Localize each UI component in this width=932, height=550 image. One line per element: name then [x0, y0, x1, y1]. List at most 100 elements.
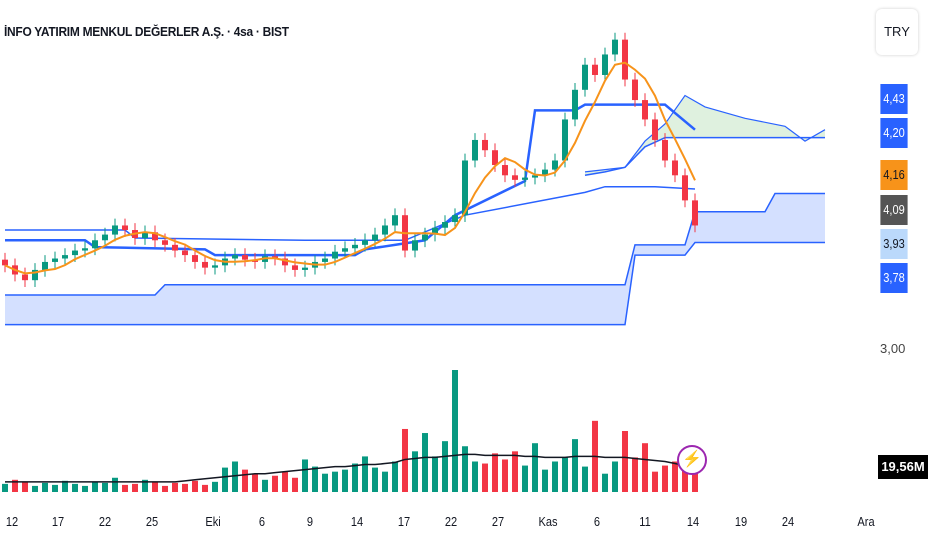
volume-bar: [122, 484, 128, 492]
candle-body: [282, 258, 288, 266]
volume-bar: [132, 483, 138, 492]
candle-body: [552, 160, 558, 170]
kijun-line: [5, 103, 696, 257]
candle-body: [692, 200, 698, 226]
volume-bar: [362, 456, 368, 492]
volume-bar: [472, 461, 478, 492]
x-tick-label: 25: [145, 514, 159, 529]
candle-body: [2, 259, 8, 266]
candle-body: [412, 240, 418, 251]
candle-body: [122, 225, 128, 231]
volume-bar: [332, 471, 338, 492]
candle-body: [352, 244, 358, 249]
candle-body: [442, 222, 448, 228]
x-tick-label: 22: [98, 514, 112, 529]
price-label: 4,16: [880, 160, 908, 190]
candle-body: [462, 160, 468, 216]
price-label: 3,78: [880, 263, 908, 293]
volume-bar: [112, 477, 118, 492]
ichimoku-cloud: [585, 95, 825, 176]
volume-bar: [392, 461, 398, 492]
volume-bar: [372, 467, 378, 492]
candle-body: [682, 175, 688, 201]
volume-bar: [672, 461, 678, 492]
x-tick-label: Ara: [857, 514, 875, 529]
price-label: 4,09: [880, 195, 908, 225]
candle-body: [562, 119, 568, 161]
volume-bar: [512, 451, 518, 492]
candle-body: [242, 255, 248, 260]
candle-body: [482, 139, 488, 151]
moving-average-line: [4, 61, 696, 275]
candle-body: [152, 232, 158, 241]
currency-button[interactable]: TRY: [876, 9, 918, 55]
price-label: 4,43: [880, 84, 908, 114]
candle-body: [472, 139, 478, 161]
candle-body: [202, 261, 208, 268]
candle-body: [662, 139, 668, 161]
candle-body: [172, 244, 178, 251]
volume-bar: [82, 485, 88, 492]
candle-body: [322, 258, 328, 262]
candle-body: [212, 265, 218, 268]
candle-body: [42, 261, 48, 270]
candle-body: [112, 225, 118, 235]
volume-bar: [252, 473, 258, 492]
volume-bar: [412, 451, 418, 492]
x-tick-label: Kas: [538, 514, 558, 529]
volume-bar: [292, 477, 298, 492]
tenkan-line: [5, 185, 696, 242]
volume-bar: [2, 483, 8, 492]
volume-bar: [552, 461, 558, 492]
volume-bar: [682, 469, 688, 492]
candle-body: [582, 64, 588, 90]
volume-bar: [232, 461, 238, 492]
volume-bar: [182, 483, 188, 492]
volume-bar: [622, 431, 628, 492]
volume-bar: [272, 475, 278, 492]
volume-bar: [162, 485, 168, 492]
candle-body: [642, 100, 648, 120]
x-tick-label: 14: [686, 514, 700, 529]
candle-body: [22, 274, 28, 281]
volume-bar: [582, 466, 588, 492]
volume-bar: [462, 446, 468, 492]
candle-body: [542, 169, 548, 176]
volume-bar: [222, 467, 228, 492]
candle-body: [632, 79, 638, 101]
candle-body: [32, 269, 38, 281]
volume-bar: [442, 441, 448, 492]
candle-body: [102, 234, 108, 241]
volume-bar: [542, 469, 548, 492]
candle-body: [162, 240, 168, 245]
volume-bar: [142, 479, 148, 492]
candle-body: [652, 119, 658, 140]
candle-body: [382, 225, 388, 235]
price-label: 4,20: [880, 118, 908, 148]
volume-bar: [492, 453, 498, 492]
candle-body: [522, 177, 528, 180]
volume-bar: [692, 472, 698, 492]
candle-body: [82, 248, 88, 251]
x-tick-label: Eki: [205, 514, 221, 529]
candle-body: [362, 240, 368, 245]
x-tick-label: 24: [781, 514, 795, 529]
candle-body: [62, 255, 68, 259]
candle-body: [452, 215, 458, 223]
lightning-icon[interactable]: ⚡: [677, 445, 707, 475]
volume-bar: [62, 480, 68, 492]
candle-body: [342, 248, 348, 252]
candle-body: [372, 234, 378, 241]
candle-body: [92, 240, 98, 249]
volume-bar: [602, 473, 608, 492]
lower-band-top-line: [5, 192, 825, 296]
volume-bar: [342, 469, 348, 492]
candle-body: [592, 64, 598, 75]
volume-bar: [212, 481, 218, 492]
chart-title: İNFO YATIRIM MENKUL DEĞERLER A.Ş. · 4sa …: [4, 24, 289, 39]
volume-bar: [32, 485, 38, 492]
volume-bar: [612, 461, 618, 492]
volume-bar: [352, 463, 358, 492]
volume-bar: [262, 479, 268, 492]
